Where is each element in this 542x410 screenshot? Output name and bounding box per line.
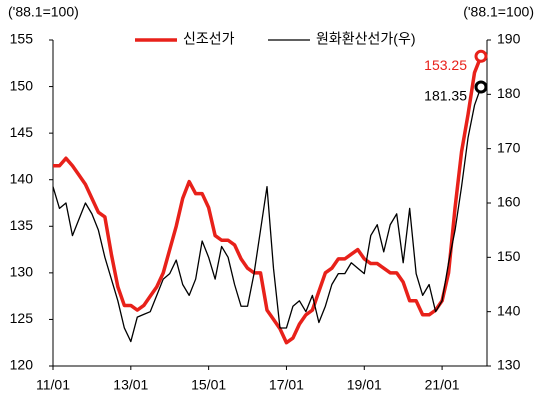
end-marker (474, 80, 488, 94)
x-tick-label: 15/01 (191, 377, 226, 393)
y-tick-label: 135 (10, 217, 34, 233)
x-tick-label: 19/01 (347, 377, 382, 393)
y-tick-label: 125 (10, 310, 34, 326)
y2-tick-label: 130 (497, 357, 521, 373)
end-value-label: 181.35 (424, 88, 467, 104)
legend-label: 원화환산선가(우) (316, 31, 415, 47)
y2-tick-label: 160 (497, 194, 521, 210)
y2-tick-label: 190 (497, 31, 521, 47)
y2-tick-label: 150 (497, 248, 521, 264)
x-tick-label: 21/01 (425, 377, 460, 393)
legend-label: 신조선가 (183, 31, 235, 47)
end-marker (474, 49, 488, 63)
y-tick-label: 120 (10, 357, 34, 373)
x-tick-label: 13/01 (113, 377, 148, 393)
y-tick-label: 150 (10, 77, 34, 93)
end-value-label: 153.25 (424, 57, 467, 73)
y2-axis-unit: ('88.1=100) (463, 4, 534, 20)
x-tick-label: 17/01 (269, 377, 304, 393)
y-tick-label: 155 (10, 31, 34, 47)
series-line (52, 86, 482, 343)
y-tick-label: 130 (10, 264, 34, 280)
x-tick-label: 11/01 (36, 377, 70, 393)
y2-tick-label: 180 (497, 85, 521, 101)
series-line (53, 55, 483, 345)
y-tick-label: 140 (10, 170, 34, 186)
y-tick-label: 145 (10, 124, 34, 140)
y2-tick-label: 170 (497, 139, 521, 155)
y2-tick-label: 140 (497, 302, 521, 318)
y-axis-unit: ('88.1=100) (8, 4, 79, 20)
